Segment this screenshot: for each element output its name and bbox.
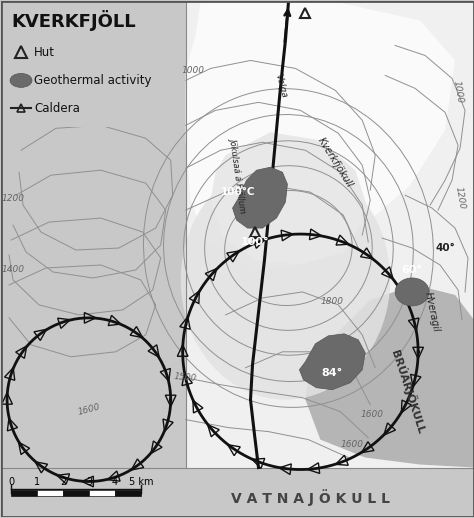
- Bar: [63, 491, 89, 496]
- Text: 1400: 1400: [1, 266, 25, 275]
- Polygon shape: [233, 167, 287, 228]
- Polygon shape: [210, 132, 368, 265]
- Bar: [11, 491, 37, 496]
- Ellipse shape: [181, 160, 390, 400]
- Polygon shape: [186, 1, 474, 468]
- Ellipse shape: [10, 74, 32, 88]
- Text: V A T N A J Ö K U L L: V A T N A J Ö K U L L: [231, 489, 390, 506]
- Text: 60°: 60°: [401, 265, 423, 275]
- Text: 1200: 1200: [1, 194, 25, 203]
- Polygon shape: [305, 285, 474, 468]
- Text: 1: 1: [34, 478, 40, 487]
- Text: Geothermal activity: Geothermal activity: [34, 74, 152, 87]
- Text: 1600: 1600: [361, 410, 384, 419]
- Ellipse shape: [395, 278, 429, 306]
- Text: Hveragil: Hveragil: [423, 291, 441, 333]
- Bar: [37, 491, 63, 496]
- Text: 40°: 40°: [435, 243, 455, 253]
- Text: 1600: 1600: [77, 402, 101, 416]
- Text: 1200: 1200: [454, 186, 466, 210]
- Text: 2: 2: [60, 478, 66, 487]
- Text: 100°C: 100°C: [221, 187, 256, 197]
- Bar: [3, 3, 182, 127]
- Bar: [89, 491, 115, 496]
- Text: Kverkfjökull: Kverkfjökull: [316, 135, 355, 189]
- Text: 1000: 1000: [181, 66, 204, 75]
- Polygon shape: [1, 468, 474, 517]
- Text: Jökulsaá á Fjöllum: Jökulsaá á Fjöllum: [229, 137, 248, 213]
- Text: 84°: 84°: [322, 368, 343, 378]
- Text: Volga: Volga: [273, 72, 288, 98]
- Text: 4: 4: [112, 478, 118, 487]
- Text: Hut: Hut: [34, 46, 55, 59]
- Text: 5 km: 5 km: [128, 478, 153, 487]
- Text: 1600: 1600: [341, 440, 364, 449]
- Polygon shape: [300, 334, 365, 390]
- Text: Caldera: Caldera: [34, 102, 80, 115]
- Text: BRÚARJÖKULL: BRÚARJÖKULL: [389, 348, 428, 435]
- Text: 3: 3: [86, 478, 92, 487]
- Bar: [115, 491, 141, 496]
- Polygon shape: [186, 1, 455, 270]
- Text: 1000: 1000: [452, 80, 465, 105]
- Text: 0: 0: [8, 478, 14, 487]
- Text: 1500: 1500: [174, 372, 198, 383]
- Text: 1800: 1800: [321, 297, 344, 307]
- Polygon shape: [1, 1, 186, 468]
- Text: 100°: 100°: [241, 237, 270, 247]
- Text: KVERKFJÖLL: KVERKFJÖLL: [11, 10, 136, 31]
